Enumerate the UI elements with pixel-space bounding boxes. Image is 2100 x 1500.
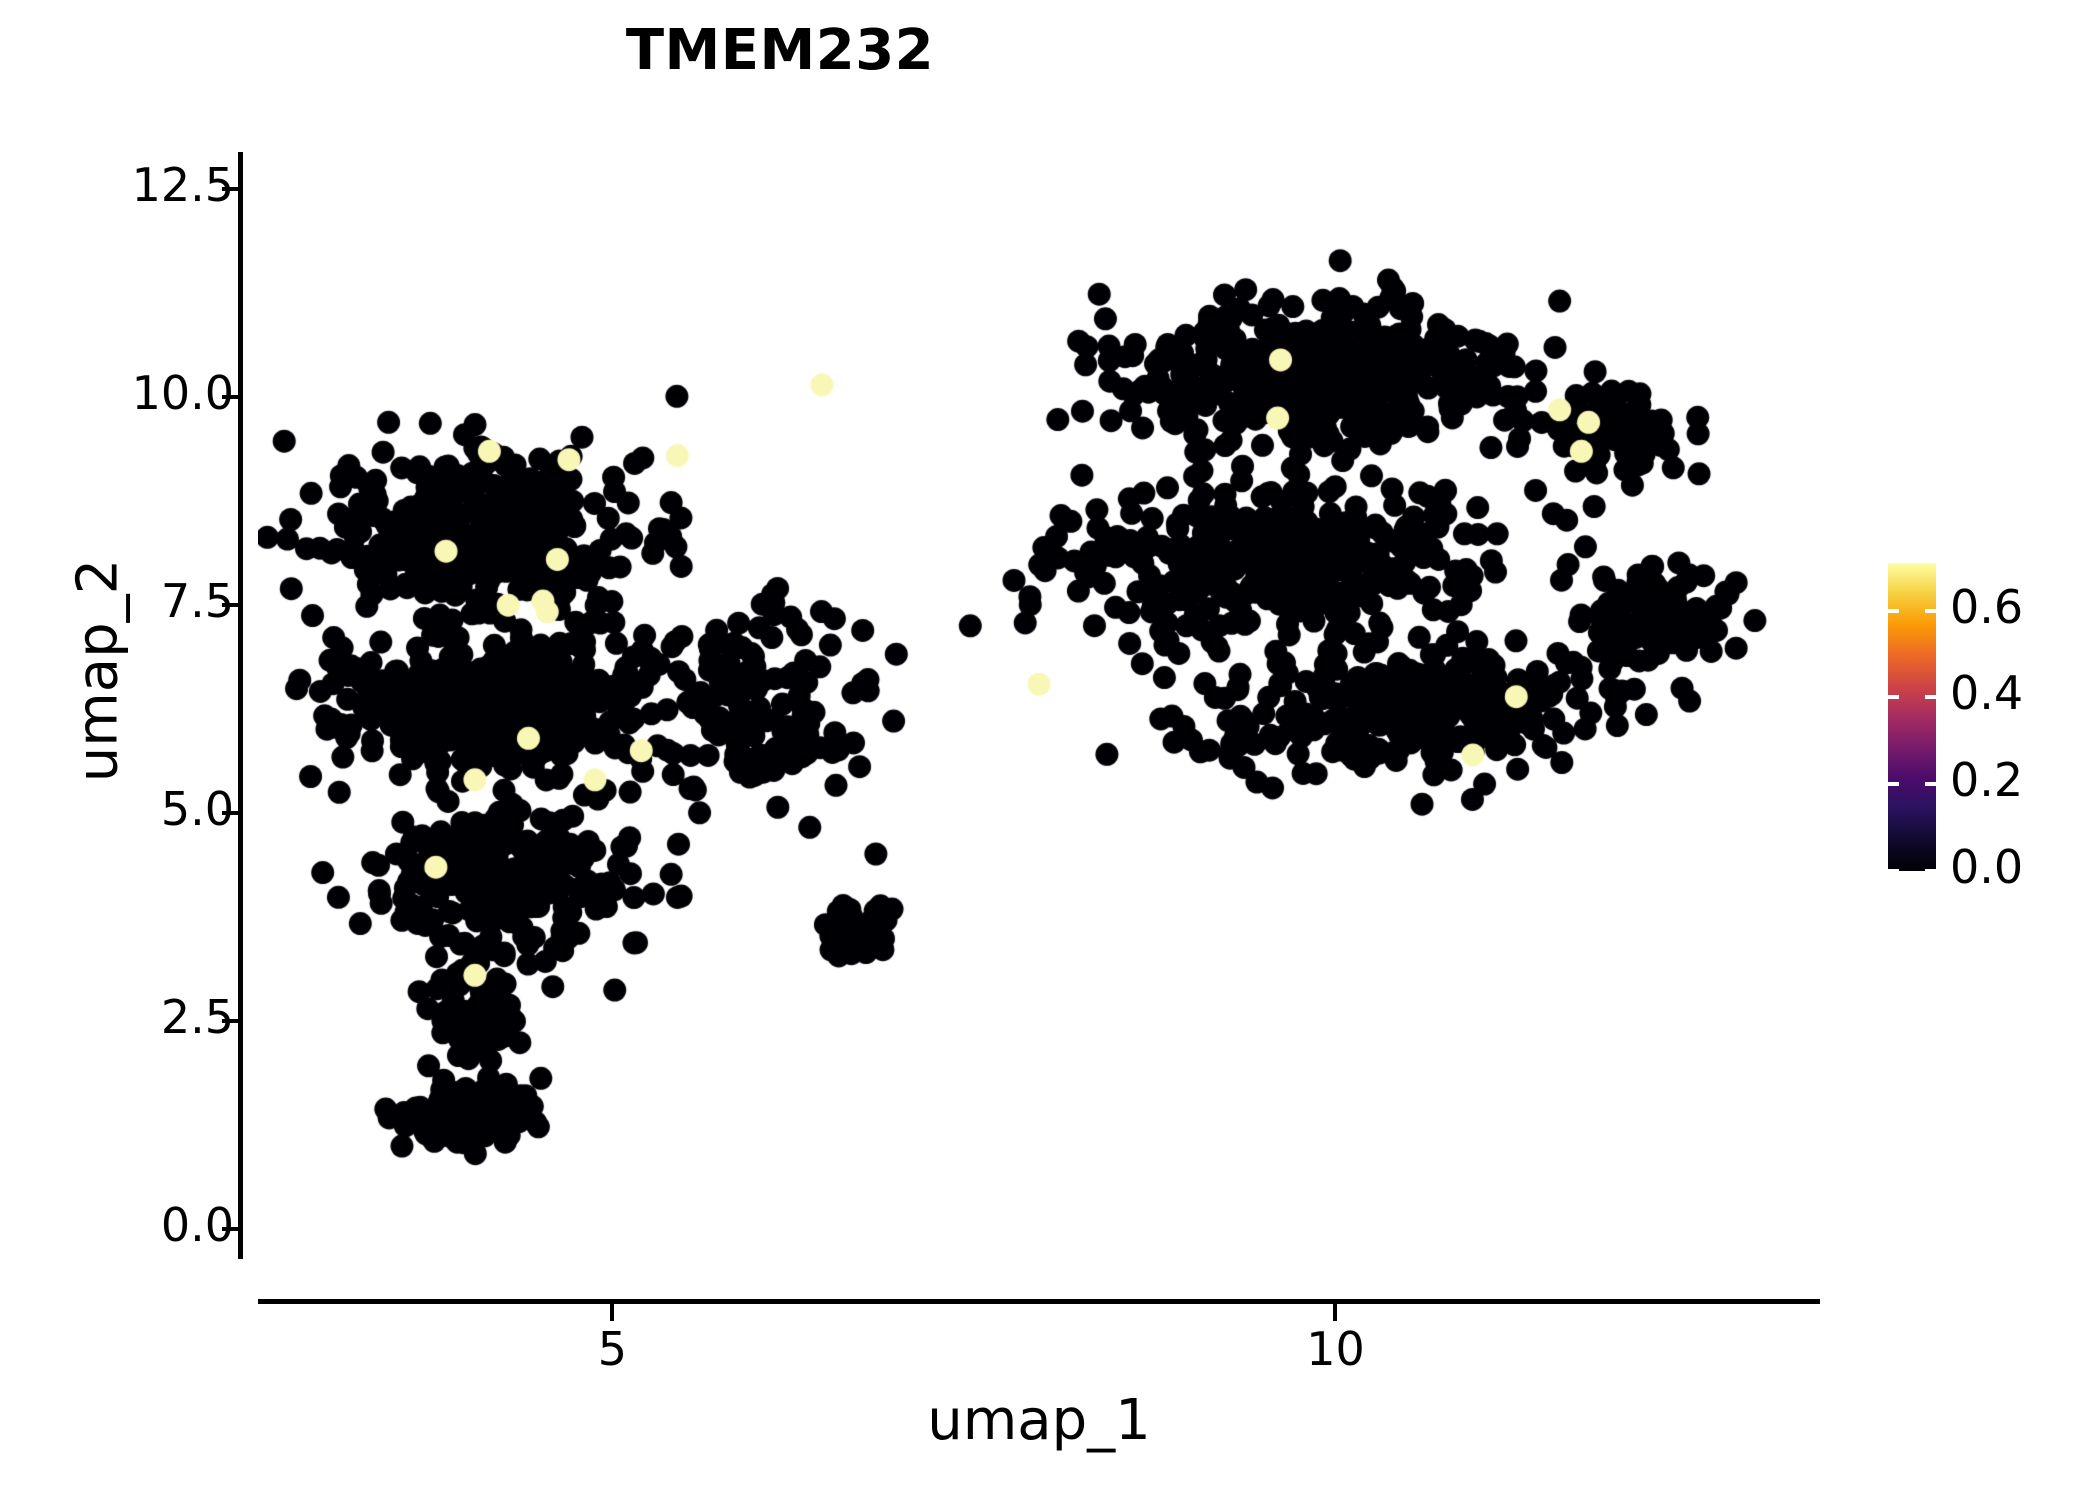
y-axis-label: umap_2	[65, 558, 131, 783]
y-tick-mark	[222, 603, 238, 608]
colorbar-tick-mark	[1925, 782, 1936, 787]
x-tick-label: 10	[1306, 1322, 1365, 1376]
plot-area	[258, 152, 1820, 1258]
colorbar-tick-label: 0.4	[1950, 666, 2024, 721]
colorbar-tick-mark	[1888, 608, 1899, 613]
x-axis-label: umap_1	[927, 1388, 1151, 1453]
y-tick-label: 10.0	[131, 366, 234, 421]
colorbar-tick-mark	[1888, 869, 1899, 873]
y-axis-spine	[238, 152, 243, 1259]
y-tick-mark	[222, 395, 238, 400]
page-title: TMEM232	[625, 18, 935, 83]
colorbar-tick-mark	[1888, 695, 1899, 700]
colorbar-tick-mark	[1925, 608, 1936, 613]
colorbar-tick-label: 0.6	[1950, 579, 2024, 634]
y-tick-label: 0.0	[160, 1197, 234, 1252]
colorbar-tick-label: 0.0	[1950, 840, 2024, 894]
y-tick-label: 12.5	[131, 158, 234, 213]
x-axis-spine	[258, 1299, 1820, 1304]
colorbar-tick-mark	[1888, 782, 1899, 787]
colorbar-tick-label: 0.2	[1950, 753, 2024, 808]
y-tick-mark	[222, 187, 238, 192]
scatter-points-canvas	[258, 152, 1820, 1258]
y-tick-label: 5.0	[160, 782, 234, 837]
colorbar-tick-mark	[1925, 695, 1936, 700]
y-tick-mark	[222, 1226, 238, 1231]
y-tick-mark	[222, 811, 238, 816]
x-tick-mark	[1333, 1304, 1338, 1321]
y-tick-label: 7.5	[160, 574, 234, 629]
y-tick-label: 2.5	[160, 990, 234, 1044]
y-tick-mark	[222, 1019, 238, 1023]
x-tick-mark	[610, 1304, 615, 1321]
colorbar-gradient	[1888, 563, 1936, 871]
colorbar-tick-mark	[1925, 869, 1936, 873]
x-tick-label: 5	[597, 1322, 627, 1376]
